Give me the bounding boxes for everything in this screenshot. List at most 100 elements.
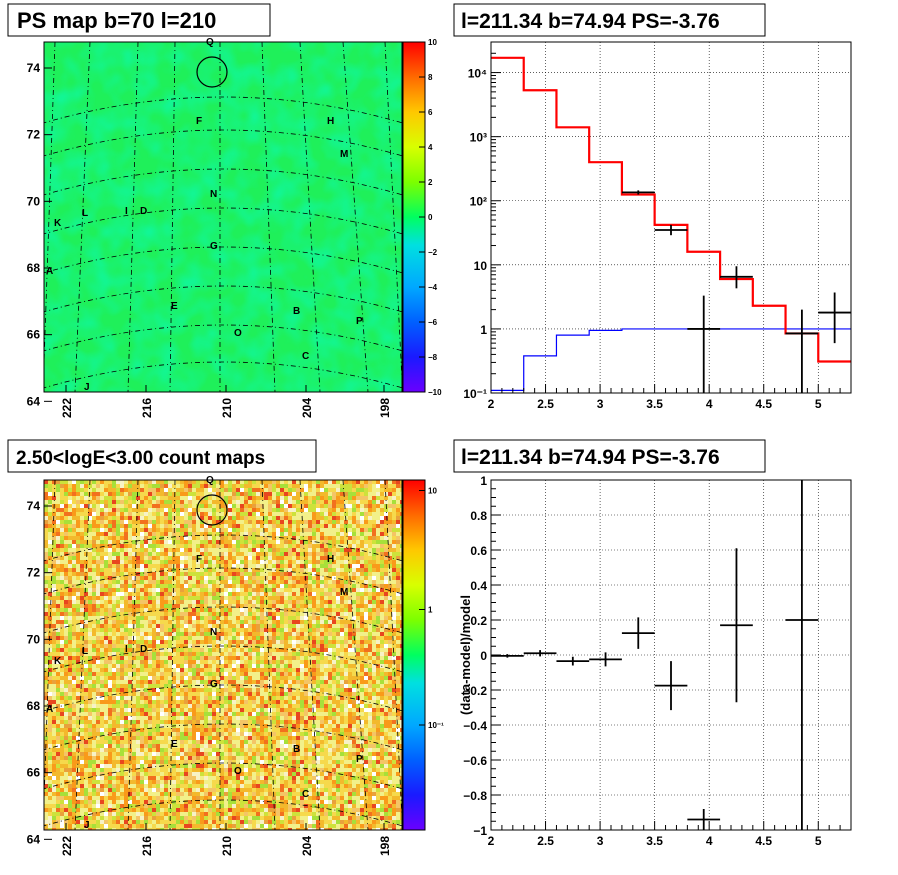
source-label-P: P [356, 316, 363, 327]
latitude-gridline [44, 684, 402, 712]
y-tick-label: 64 [27, 832, 41, 846]
source-label-H: H [327, 116, 334, 127]
colorbar-tick-label: 0 [428, 213, 433, 222]
red-model-histogram [491, 56, 851, 363]
x-tick-label: 204 [300, 398, 314, 418]
longitude-gridline [44, 480, 56, 813]
x-tick-label: 198 [378, 398, 392, 418]
y-tick-label: 10² [470, 195, 487, 209]
source-label-L: L [82, 646, 88, 657]
ps-map-texture [44, 42, 402, 392]
source-label-C: C [302, 351, 309, 362]
latitude-gridline [44, 799, 402, 827]
longitude-gridline [44, 42, 56, 375]
ps-map-axes: 74 72 70 68 66 64 222 216 210 204 198 [27, 61, 392, 418]
colorbar-tick-label: 2 [428, 178, 433, 187]
source-label-D: D [140, 644, 147, 655]
y-tick-label: 68 [27, 699, 41, 713]
source-label-P: P [356, 754, 363, 765]
source-label-N: N [210, 627, 217, 638]
source-label-D: D [140, 206, 147, 217]
count-map-colorbar [403, 480, 425, 830]
colorbar-tick-label: 4 [428, 143, 433, 152]
colorbar-tick-label: −8 [428, 353, 438, 362]
source-label-L: L [82, 208, 88, 219]
y-tick-label: 72 [27, 128, 41, 142]
longitude-gridline [127, 480, 139, 830]
y-tick-label: 10 [474, 259, 488, 273]
colorbar-tick-label: 10 [428, 487, 437, 496]
y-tick-label: 68 [27, 261, 41, 275]
latitude-gridline [44, 168, 402, 196]
residual-y-axis-label: (data-model)/model [458, 595, 473, 715]
longitude-gridline [342, 480, 369, 830]
source-label-E: E [171, 739, 178, 750]
residual-title-box [453, 439, 766, 473]
x-tick-label: 2.5 [537, 834, 554, 848]
longitude-gridline [261, 480, 276, 830]
x-tick-label: 3.5 [646, 397, 663, 411]
y-tick-label: −1 [473, 824, 487, 838]
latitude-gridline [44, 129, 402, 157]
source-label-H: H [327, 554, 334, 565]
ps-map-coordinate-grid [44, 42, 402, 392]
x-tick-label: 5 [815, 834, 822, 848]
x-tick-label: 3.5 [646, 834, 663, 848]
y-tick-label: 74 [27, 61, 41, 75]
colorbar-tick-label: −4 [428, 283, 438, 292]
y-tick-label: 1 [480, 323, 487, 337]
count-map-title: 2.50<logE<3.00 count maps [16, 448, 265, 469]
y-tick-label: 66 [27, 766, 41, 780]
y-tick-label: 70 [27, 194, 41, 208]
source-label-M: M [340, 149, 348, 160]
source-label-J: J [84, 820, 90, 831]
count-map-title-box [7, 439, 317, 473]
count-map-colorbar-ticks: 10 1 10⁻¹ [419, 487, 444, 730]
latitude-gridline [44, 567, 402, 595]
y-tick-label: 0.6 [470, 544, 487, 558]
source-label-E: E [171, 301, 178, 312]
x-tick-label: 2.5 [537, 397, 554, 411]
colorbar-tick-label: 6 [428, 108, 433, 117]
source-label-M: M [340, 587, 348, 598]
source-label-B: B [293, 744, 300, 755]
spectrum-panel: 2 2.5 3 3.5 4 4.5 5 10⁻¹ 1 10 10² 10³ 10⁴ l=211.34 b… [453, 3, 852, 411]
y-tick-label: 66 [27, 328, 41, 342]
longitude-gridline [342, 42, 369, 392]
x-tick-label: 204 [300, 836, 314, 856]
longitude-gridline [74, 42, 91, 392]
y-tick-label: 0.2 [470, 614, 487, 628]
spectrum-grid [491, 42, 851, 393]
x-tick-label: 222 [60, 836, 74, 856]
latitude-gridline [44, 324, 402, 352]
source-label-B: B [293, 306, 300, 317]
source-label-I: I [125, 644, 128, 655]
x-tick-label: 4.5 [755, 397, 772, 411]
y-tick-label: −0.4 [463, 719, 487, 733]
residual-axes: 2 2.5 3 3.5 4 4.5 5 1 0.8 0.6 0.4 0.2 0 −0.2 −0.4 −0.6 −… [463, 474, 852, 848]
x-tick-label: 2 [488, 834, 495, 848]
source-label-G: G [210, 241, 218, 252]
colorbar-tick-label: 8 [428, 73, 433, 82]
longitude-gridline [169, 480, 176, 830]
source-label-I: I [125, 206, 128, 217]
latitude-gridline [44, 361, 402, 389]
colorbar-tick-label: −2 [428, 248, 438, 257]
source-label-J: J [84, 382, 90, 393]
y-tick-label: 64 [27, 394, 41, 408]
x-tick-label: 216 [140, 836, 154, 856]
latitude-gridline [44, 207, 402, 235]
x-tick-label: 210 [220, 398, 234, 418]
x-tick-label: 210 [220, 836, 234, 856]
spectrum-title-box [453, 3, 766, 37]
y-tick-label: 10³ [470, 131, 487, 145]
colorbar-tick-label: 10⁻¹ [428, 721, 444, 730]
latitude-gridline [44, 645, 402, 673]
source-label-K: K [54, 656, 62, 667]
x-tick-label: 222 [60, 398, 74, 418]
blue-model-histogram [491, 328, 851, 391]
count-map-axes: 74 72 70 68 66 64 222 216 210 204 198 [27, 499, 392, 856]
latitude-gridline [44, 606, 402, 634]
